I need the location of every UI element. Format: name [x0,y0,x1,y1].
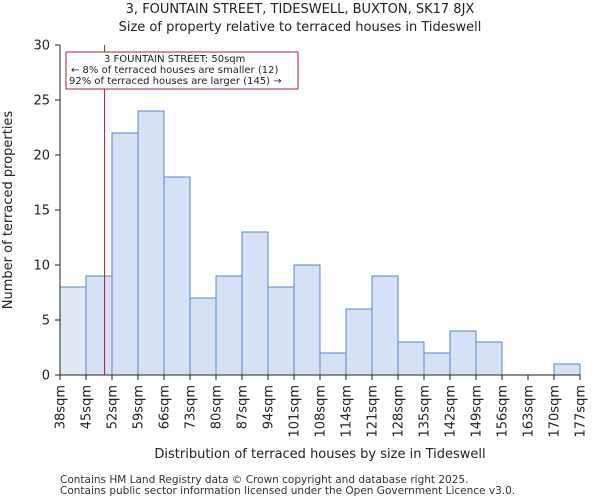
x-tick-label: 73sqm [184,385,199,429]
x-tick-label: 87sqm [236,385,251,429]
x-tick-label: 149sqm [470,385,485,438]
bar-94sqm [267,286,295,376]
x-tick-label: 108sqm [314,385,329,438]
bar-80sqm [215,275,243,376]
bar-66sqm [163,176,191,376]
x-tick-label: 80sqm [210,385,225,429]
bar-121sqm [371,275,399,376]
x-tick-label: 177sqm [574,385,589,438]
chart-title: 3, FOUNTAIN STREET, TIDESWELL, BUXTON, S… [125,2,475,17]
x-tick-label: 142sqm [444,385,459,438]
y-tick-label: 5 [42,314,50,329]
x-tick-label: 101sqm [288,385,303,438]
x-tick-label: 163sqm [522,385,537,438]
bar-108sqm [319,352,347,376]
bar-59sqm [137,110,165,376]
annotation-title: 3 FOUNTAIN STREET: 50sqm [104,54,245,65]
annotation-larger: 92% of terraced houses are larger (145) … [69,76,282,87]
x-tick-label: 170sqm [548,385,563,438]
x-tick-label: 52sqm [106,385,121,429]
chart-subtitle: Size of property relative to terraced ho… [118,20,482,35]
x-tick-label: 66sqm [158,385,173,429]
x-tick-label: 59sqm [132,385,147,429]
annotation-box [65,51,299,90]
x-tick-label: 38sqm [54,385,69,429]
footer-licence: Contains public sector information licen… [60,485,516,497]
y-tick-label: 20 [33,149,50,164]
bar-149sqm [475,341,503,376]
y-tick-label: 30 [33,39,50,54]
bar-52sqm [111,132,139,376]
x-tick-label: 135sqm [418,385,433,438]
footer-copyright: Contains HM Land Registry data © Crown c… [60,474,469,486]
x-tick-label: 114sqm [340,385,355,438]
bar-114sqm [345,308,373,376]
bar-73sqm [189,297,217,376]
bar-142sqm [449,330,477,376]
y-tick-label: 15 [33,204,50,219]
x-tick-label: 45sqm [80,385,95,429]
annotation-smaller: ← 8% of terraced houses are smaller (12) [71,65,278,76]
x-axis-title: Distribution of terraced houses by size … [154,447,485,462]
bar-128sqm [397,341,425,376]
bar-135sqm [423,352,451,376]
y-axis-title: Number of terraced properties [1,111,16,310]
x-tick-label: 156sqm [496,385,511,438]
bar-101sqm [293,264,321,376]
y-tick-label: 0 [42,369,50,384]
bar-170sqm [553,363,581,376]
bar-45sqm [85,275,113,376]
x-tick-label: 121sqm [366,385,381,438]
bar-87sqm [241,231,269,376]
y-tick-label: 25 [33,94,50,109]
x-tick-label: 128sqm [392,385,407,438]
bar-38sqm [59,286,87,376]
y-tick-label: 10 [33,259,50,274]
x-tick-label: 94sqm [262,385,277,429]
